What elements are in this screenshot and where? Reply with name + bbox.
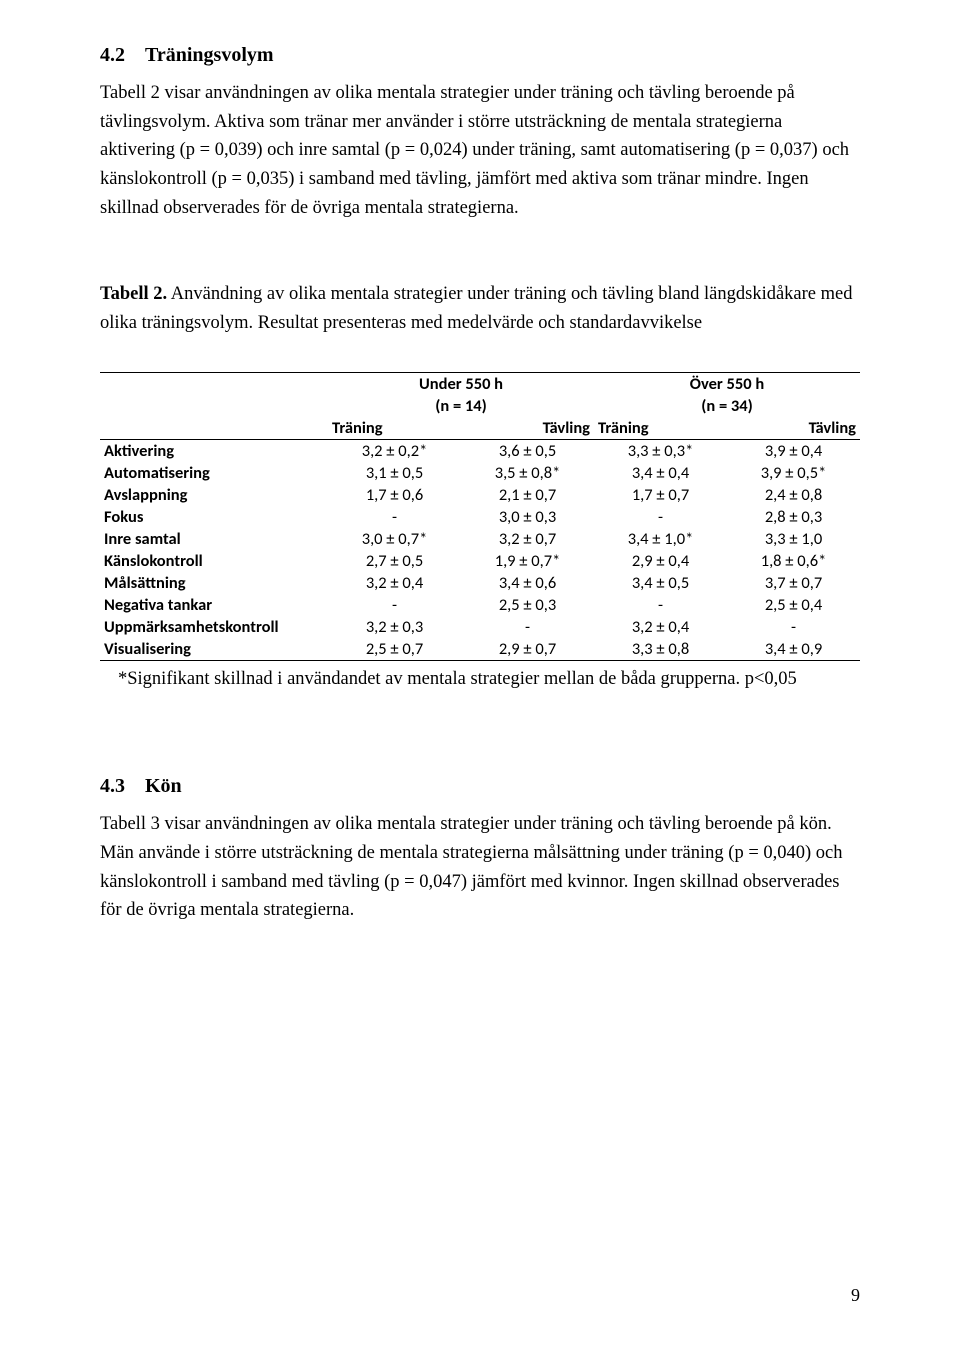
cell-value: 1,7 ± 0,6 xyxy=(328,484,461,506)
cell-value: 3,2 ± 0,4 xyxy=(328,572,461,594)
cell-value: 3,4 ± 0,9 xyxy=(727,638,860,661)
cell-value: 3,4 ± 1,0* xyxy=(594,528,727,550)
col-competition: Tävling xyxy=(727,417,860,440)
cell-value: - xyxy=(594,594,727,616)
group-under-550-n: (n = 14) xyxy=(328,395,594,417)
cell-value: 2,9 ± 0,7 xyxy=(461,638,594,661)
cell-value: - xyxy=(328,594,461,616)
cell-value: 2,7 ± 0,5 xyxy=(328,550,461,572)
cell-value: 3,5 ± 0,8* xyxy=(461,462,594,484)
row-label: Aktivering xyxy=(100,439,328,462)
cell-value: 1,8 ± 0,6* xyxy=(727,550,860,572)
row-label: Målsättning xyxy=(100,572,328,594)
table-header-cols: Träning Tävling Träning Tävling xyxy=(100,417,860,440)
cell-value: - xyxy=(328,506,461,528)
section-4-2-para-1: Tabell 2 visar användningen av olika men… xyxy=(100,79,860,222)
cell-value: - xyxy=(461,616,594,638)
col-training: Träning xyxy=(594,417,727,440)
table-row: Automatisering3,1 ± 0,53,5 ± 0,8*3,4 ± 0… xyxy=(100,462,860,484)
group-over-550: Över 550 h xyxy=(594,372,860,395)
caption-lead: Tabell 2. xyxy=(100,284,167,304)
cell-value: 3,2 ± 0,3 xyxy=(328,616,461,638)
table-row: Negativa tankar-2,5 ± 0,3-2,5 ± 0,4 xyxy=(100,594,860,616)
spacer xyxy=(100,344,860,372)
col-training: Träning xyxy=(328,417,461,440)
row-label: Inre samtal xyxy=(100,528,328,550)
cell-value: 2,1 ± 0,7 xyxy=(461,484,594,506)
section-number: 4.3 xyxy=(100,775,125,798)
spacer xyxy=(100,693,860,775)
row-label: Visualisering xyxy=(100,638,328,661)
row-label: Fokus xyxy=(100,506,328,528)
cell-value: 3,4 ± 0,4 xyxy=(594,462,727,484)
caption-text: Användning av olika mentala strategier u… xyxy=(100,284,853,333)
table-2-body: Aktivering3,2 ± 0,2*3,6 ± 0,53,3 ± 0,3*3… xyxy=(100,439,860,660)
section-number: 4.2 xyxy=(100,44,125,67)
section-4-3-para: Tabell 3 visar användningen av olika men… xyxy=(100,810,860,925)
group-over-550-n: (n = 34) xyxy=(594,395,860,417)
section-4-2-heading: 4.2 Träningsvolym xyxy=(100,44,860,67)
cell-value: - xyxy=(727,616,860,638)
cell-value: 3,9 ± 0,4 xyxy=(727,439,860,462)
cell-value: 3,3 ± 0,8 xyxy=(594,638,727,661)
cell-value: 3,2 ± 0,2* xyxy=(328,439,461,462)
cell-value: 3,0 ± 0,3 xyxy=(461,506,594,528)
cell-value: 2,8 ± 0,3 xyxy=(727,506,860,528)
table-row: Aktivering3,2 ± 0,2*3,6 ± 0,53,3 ± 0,3*3… xyxy=(100,439,860,462)
cell-value: 3,4 ± 0,5 xyxy=(594,572,727,594)
cell-value: 2,5 ± 0,3 xyxy=(461,594,594,616)
table-header-n: (n = 14) (n = 34) xyxy=(100,395,860,417)
cell-value: 3,2 ± 0,7 xyxy=(461,528,594,550)
page-number: 9 xyxy=(851,1285,860,1306)
cell-value: 3,7 ± 0,7 xyxy=(727,572,860,594)
table-row: Fokus-3,0 ± 0,3-2,8 ± 0,3 xyxy=(100,506,860,528)
cell-value: 3,9 ± 0,5* xyxy=(727,462,860,484)
row-label: Känslokontroll xyxy=(100,550,328,572)
table-row: Avslappning1,7 ± 0,62,1 ± 0,71,7 ± 0,72,… xyxy=(100,484,860,506)
cell-value: - xyxy=(594,506,727,528)
table-header-groups: Under 550 h Över 550 h xyxy=(100,372,860,395)
row-label: Automatisering xyxy=(100,462,328,484)
section-title: Kön xyxy=(145,775,182,797)
cell-value: 2,9 ± 0,4 xyxy=(594,550,727,572)
cell-value: 3,6 ± 0,5 xyxy=(461,439,594,462)
table-2: Under 550 h Över 550 h (n = 14) (n = 34)… xyxy=(100,372,860,661)
spacer xyxy=(100,236,860,280)
cell-value: 3,3 ± 1,0 xyxy=(727,528,860,550)
cell-value: 1,9 ± 0,7* xyxy=(461,550,594,572)
cell-value: 2,5 ± 0,7 xyxy=(328,638,461,661)
group-under-550: Under 550 h xyxy=(328,372,594,395)
table-2-footnote: *Signifikant skillnad i användandet av m… xyxy=(118,665,860,694)
section-title: Träningsvolym xyxy=(145,44,274,66)
table-row: Känslokontroll2,7 ± 0,51,9 ± 0,7*2,9 ± 0… xyxy=(100,550,860,572)
cell-value: 2,5 ± 0,4 xyxy=(727,594,860,616)
row-label: Uppmärksamhetskontroll xyxy=(100,616,328,638)
cell-value: 2,4 ± 0,8 xyxy=(727,484,860,506)
page: 4.2 Träningsvolym Tabell 2 visar användni… xyxy=(0,0,960,1350)
row-label: Avslappning xyxy=(100,484,328,506)
table-row: Uppmärksamhetskontroll3,2 ± 0,3-3,2 ± 0,… xyxy=(100,616,860,638)
cell-value: 3,3 ± 0,3* xyxy=(594,439,727,462)
section-4-3-heading: 4.3 Kön xyxy=(100,775,860,798)
cell-value: 3,1 ± 0,5 xyxy=(328,462,461,484)
table-row: Målsättning3,2 ± 0,43,4 ± 0,63,4 ± 0,53,… xyxy=(100,572,860,594)
col-competition: Tävling xyxy=(461,417,594,440)
table-row: Inre samtal3,0 ± 0,7*3,2 ± 0,73,4 ± 1,0*… xyxy=(100,528,860,550)
table-2-caption: Tabell 2. Användning av olika mentala st… xyxy=(100,280,860,337)
cell-value: 1,7 ± 0,7 xyxy=(594,484,727,506)
cell-value: 3,0 ± 0,7* xyxy=(328,528,461,550)
table-row: Visualisering2,5 ± 0,72,9 ± 0,73,3 ± 0,8… xyxy=(100,638,860,661)
cell-value: 3,4 ± 0,6 xyxy=(461,572,594,594)
row-label: Negativa tankar xyxy=(100,594,328,616)
cell-value: 3,2 ± 0,4 xyxy=(594,616,727,638)
